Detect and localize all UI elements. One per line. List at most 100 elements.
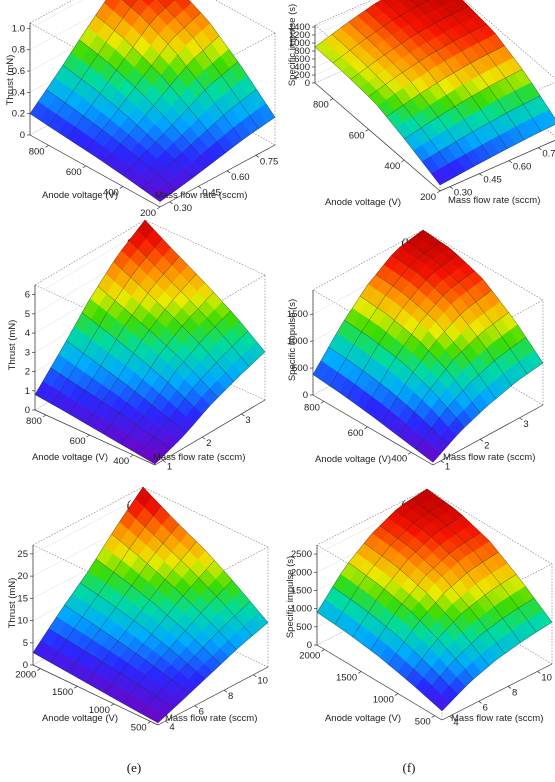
x-tick-label: 1000 — [89, 705, 110, 716]
y-tick — [255, 155, 260, 158]
mesh-line — [86, 273, 197, 425]
y-tick — [223, 689, 228, 693]
y-tick — [508, 160, 513, 163]
x-tick-label: 500 — [131, 722, 147, 733]
z-tick-label: 1.0 — [12, 23, 25, 34]
mesh-line — [398, 312, 509, 437]
y-tick-label: 0.45 — [483, 175, 502, 186]
z-tick-label: 1 — [25, 386, 30, 397]
x-tick-label: 400 — [384, 161, 400, 172]
mesh-line — [370, 532, 481, 651]
z-tick-label: 500 — [296, 622, 312, 633]
z-tick-label: 800 — [294, 46, 310, 57]
mesh-line — [350, 5, 469, 80]
caption-e: (e) — [126, 760, 142, 775]
mesh-line — [352, 515, 463, 638]
x-axis-label: Anode voltage (V) — [42, 713, 118, 724]
mesh-line — [97, 286, 219, 398]
box-edge — [426, 488, 553, 565]
mesh-line — [436, 0, 542, 132]
x-tick — [86, 434, 90, 438]
mesh-line — [139, 601, 251, 714]
mesh-line — [422, 229, 544, 364]
y-axis-line — [29, 134, 161, 208]
x-tick — [110, 703, 115, 707]
mesh-line — [348, 21, 474, 167]
z-axis-label: Thrust (mN) — [7, 320, 18, 371]
y-tick-label: 8 — [228, 691, 233, 702]
mesh-line — [314, 46, 441, 186]
mesh-line — [316, 612, 443, 712]
mesh-line — [334, 501, 446, 625]
chart-a: 0 0.2 0.4 0.6 0.8 1.0 800 600 400 200 0.30 0.45 0.60… — [5, 0, 278, 225]
z-tick-label: 15 — [17, 593, 28, 604]
box-edge — [34, 219, 146, 286]
z-axis-label: Thrust (mN) — [7, 578, 18, 629]
chart-b: 0 200 400 600 800 1000 1200 1400 800 600 400 200 0.3… — [283, 0, 555, 225]
y-axis-line — [32, 664, 159, 726]
mesh-line — [81, 312, 203, 415]
surface-patch — [449, 0, 455, 2]
mesh-line — [64, 605, 190, 694]
mesh-line — [46, 89, 177, 190]
x-tick-label: 1500 — [336, 672, 357, 683]
x-tick-label: 2000 — [15, 670, 36, 681]
mesh-line — [122, 0, 243, 141]
x-tick — [436, 190, 441, 194]
z-tick-label: 1200 — [289, 30, 310, 41]
z-axis-label: Specific impulse (s) — [287, 4, 298, 86]
mesh-line — [462, 0, 555, 119]
z-tick-label: 1000 — [287, 336, 308, 347]
mesh-line — [329, 241, 441, 387]
z-tick-label: 0 — [23, 660, 28, 671]
caption-f: (f) — [402, 760, 416, 775]
y-tick — [253, 674, 257, 678]
x-tick — [365, 128, 369, 132]
mesh-line — [34, 394, 156, 465]
y-tick-label: 4 — [169, 722, 174, 733]
y-tick — [169, 201, 173, 205]
y-tick — [201, 436, 206, 440]
x-tick — [321, 649, 325, 652]
box-edge — [316, 488, 428, 546]
z-tick-label: 1500 — [287, 309, 308, 320]
mesh-line — [395, 510, 521, 643]
y-tick-label: 0.30 — [174, 203, 193, 214]
x-tick — [156, 206, 161, 210]
mesh-line — [95, 558, 222, 665]
back-gridline — [32, 495, 144, 555]
y-tick-label: 0.60 — [513, 162, 532, 173]
x-tick — [45, 144, 49, 148]
mesh-line — [32, 486, 144, 653]
mesh-line — [50, 505, 162, 663]
mesh-line — [142, 486, 269, 623]
y-tick — [440, 460, 445, 464]
z-tick-label: 1500 — [291, 585, 312, 596]
y-axis-line — [314, 82, 441, 192]
x-tick — [320, 401, 325, 404]
x-tick-label: 600 — [70, 436, 86, 447]
z-tick-label: 2500 — [291, 549, 312, 560]
z-axis-label: Specific impulse (s) — [287, 299, 298, 381]
z-tick-label: 4 — [25, 328, 30, 339]
mesh-line — [51, 238, 163, 405]
mesh-line — [34, 219, 146, 395]
z-tick-label: 600 — [294, 54, 310, 65]
mesh-line — [129, 240, 250, 367]
mesh-line — [312, 374, 434, 463]
z-tick-label: 2 — [25, 367, 30, 378]
back-gridline — [314, 0, 377, 28]
mesh-line — [157, 0, 259, 129]
x-axis-line — [154, 399, 266, 466]
z-tick-label: 1400 — [289, 22, 310, 33]
y-tick-label: 8 — [512, 687, 517, 698]
mesh-line — [421, 95, 541, 162]
mesh-line — [79, 582, 206, 680]
z-tick-label: 400 — [294, 62, 310, 73]
chart-c: 0 1 2 3 4 5 6 800 600 400 1 2 3 Thrust (mN) Anode volt… — [5, 219, 275, 485]
mesh-line — [85, 12, 201, 151]
z-tick-label: 0 — [305, 78, 310, 89]
mesh-line — [375, 274, 497, 399]
mesh-line — [368, 23, 487, 97]
